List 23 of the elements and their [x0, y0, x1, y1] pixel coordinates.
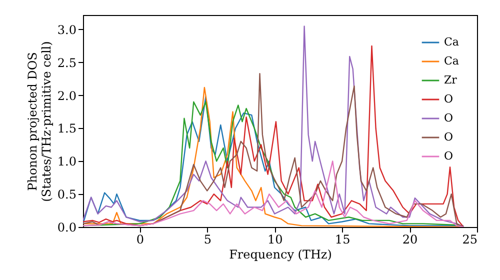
x-tick-label: 5: [204, 232, 212, 246]
legend-label: O: [444, 150, 454, 162]
y-tick-label: 1.5: [57, 122, 76, 136]
line-series: [83, 160, 464, 227]
legend-label: Ca: [444, 54, 460, 68]
x-tick-label: 20: [402, 232, 418, 246]
y-tick-label: 0.0: [57, 220, 76, 234]
legend-label: O: [444, 112, 454, 124]
legend-label: Zr: [444, 74, 458, 86]
x-tick-label: 15: [334, 232, 350, 246]
legend-label: O: [444, 130, 454, 144]
legend-label: Ca: [444, 36, 460, 48]
x-tick-label: 10: [267, 232, 283, 246]
y-tick-label: 3.0: [57, 22, 76, 37]
y-tick-label: 1.0: [57, 154, 76, 169]
x-tick-label: 0: [136, 232, 144, 246]
y-axis-title: Phonon projected DOS (States/THz·primitive cell): [25, 41, 54, 202]
legend-label: O: [444, 92, 454, 106]
y-tick-label: 2.5: [57, 56, 76, 70]
x-tick-label: 25: [462, 232, 478, 246]
x-axis-title: Frequency (THz): [229, 248, 332, 262]
y-tick-label: 0.5: [57, 188, 76, 202]
y-tick-label: 2.0: [57, 88, 76, 103]
